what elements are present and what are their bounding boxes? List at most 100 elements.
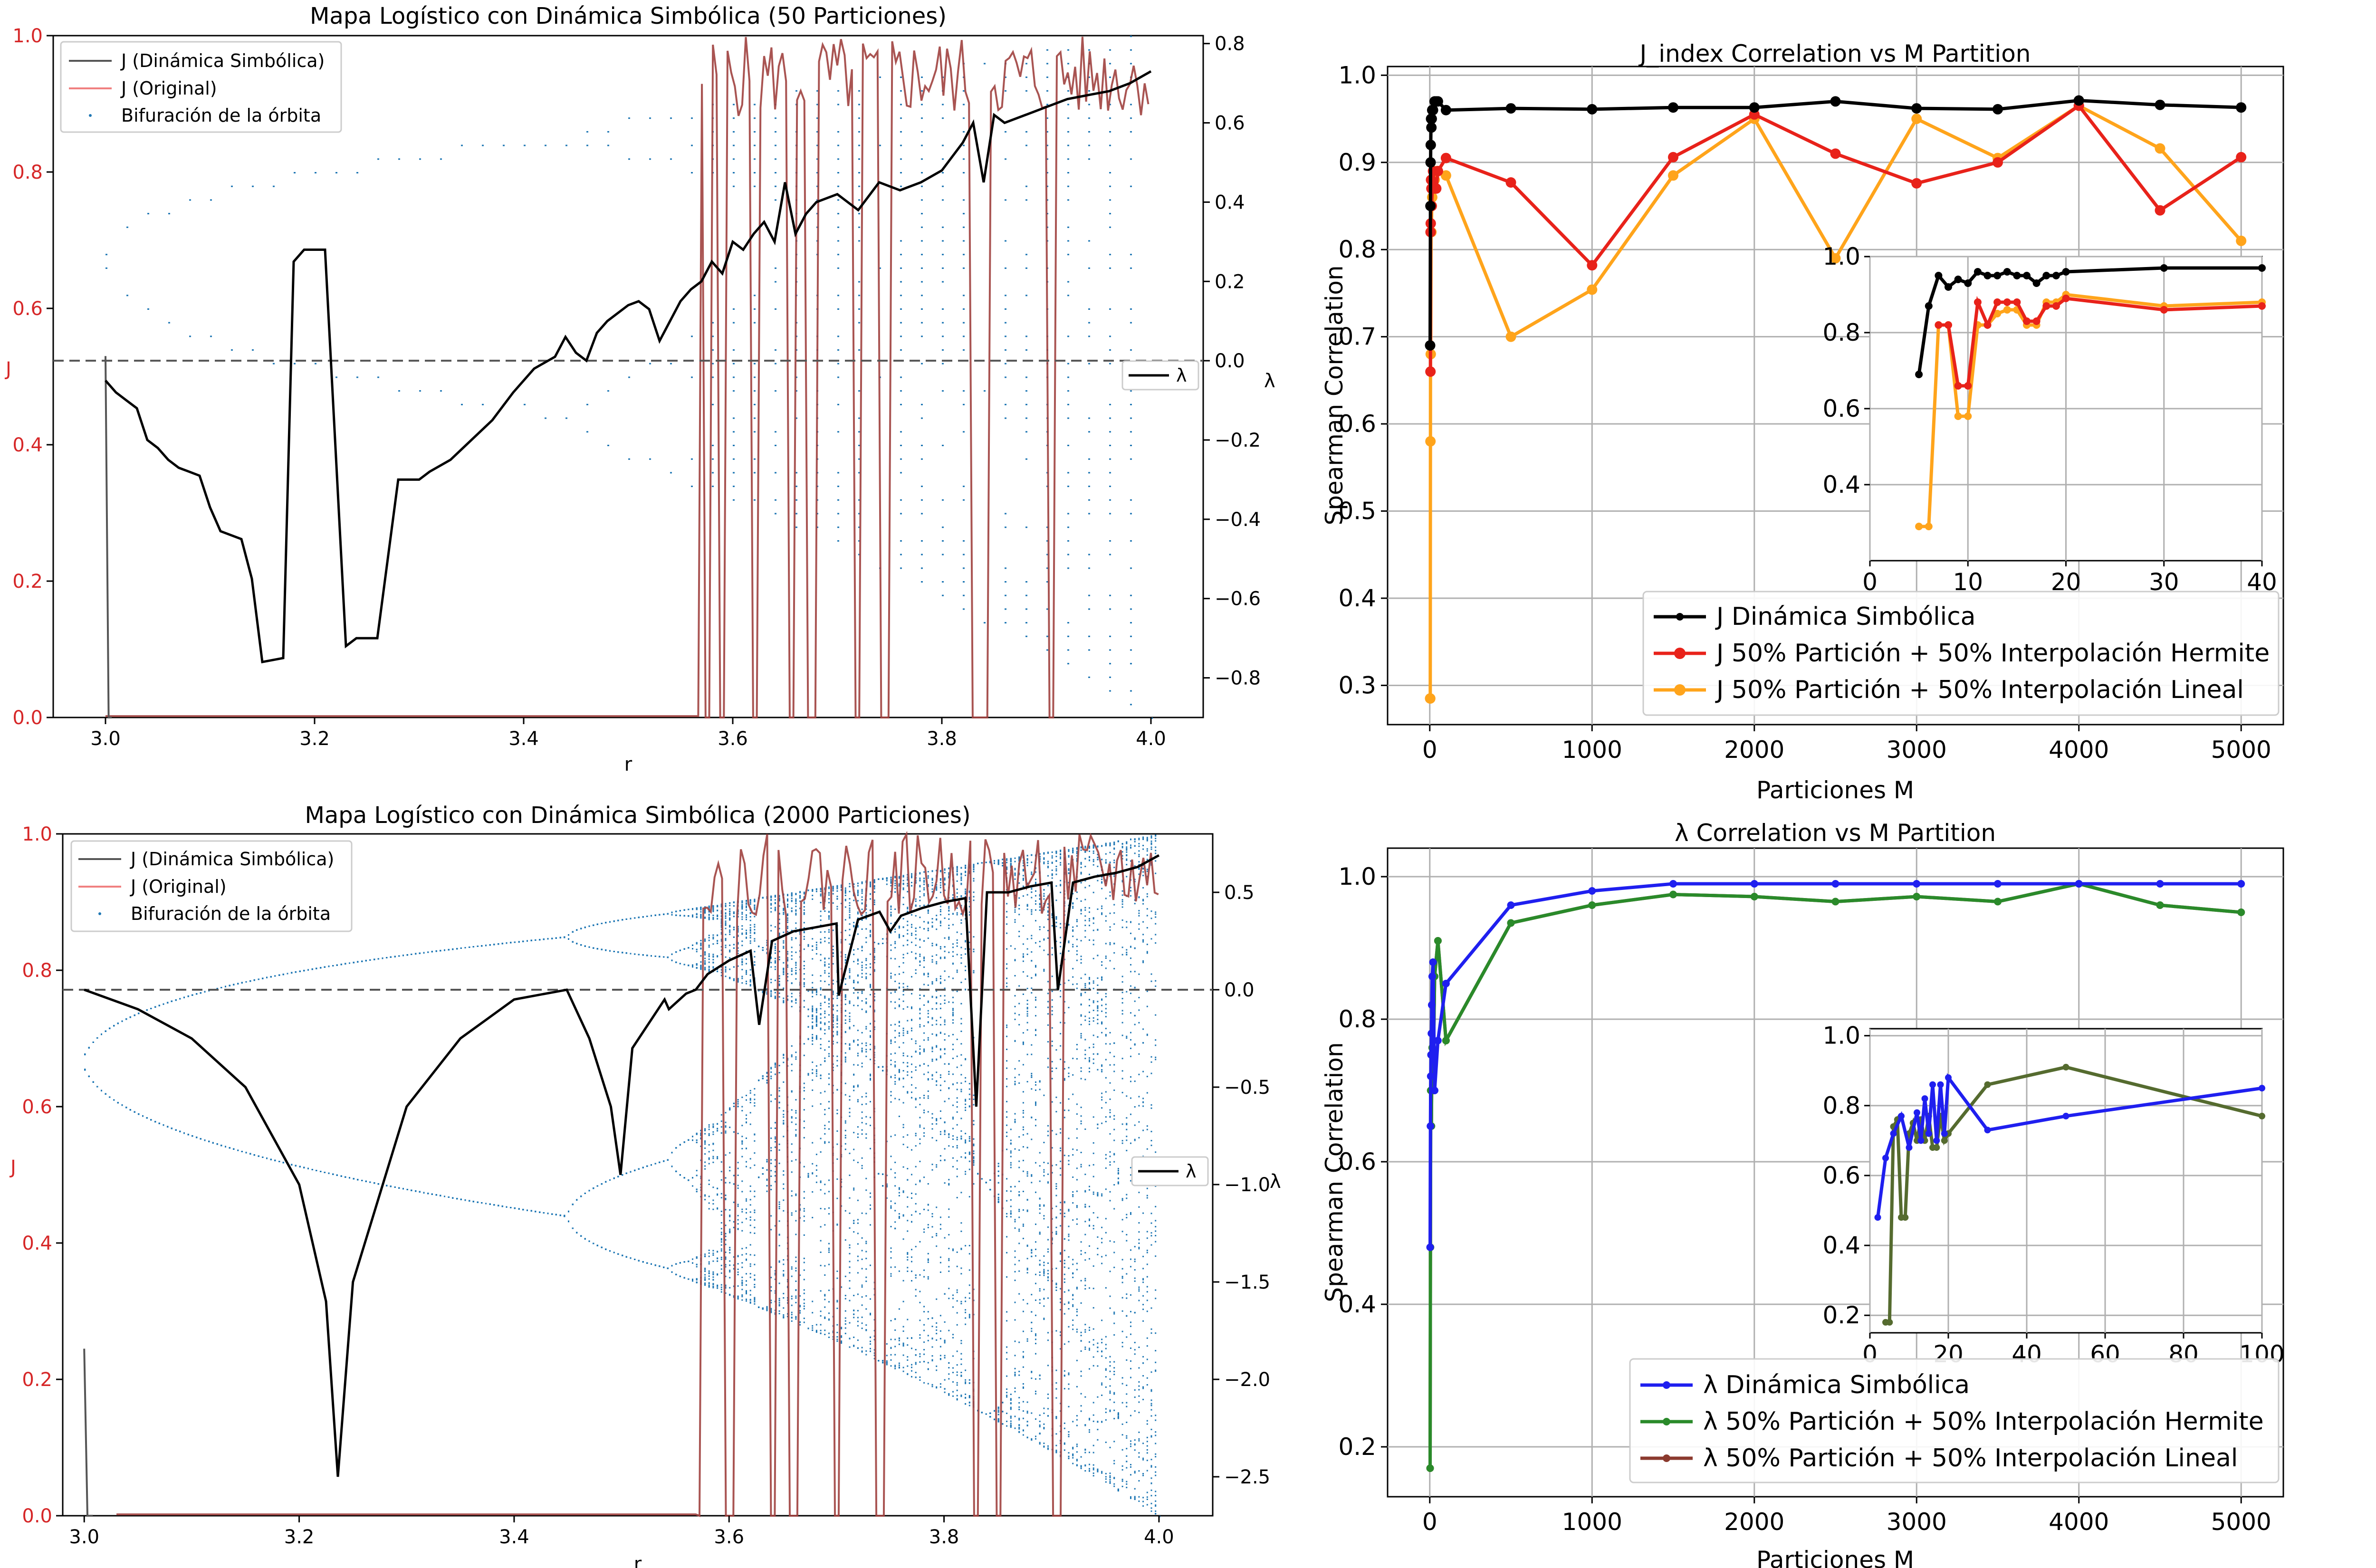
- bifurcation-point: [900, 144, 902, 146]
- bifurcation-point: [733, 390, 735, 392]
- bifurcation-point: [942, 199, 944, 201]
- bifurcation-point: [795, 513, 797, 515]
- bifurcation-point: [754, 472, 756, 474]
- bifurcation-point: [1005, 295, 1006, 296]
- bifurcation-point: [204, 991, 206, 993]
- bifurcation-point: [105, 1030, 106, 1032]
- bifurcation-point: [837, 376, 839, 378]
- bifurcation-point: [1088, 104, 1090, 105]
- bifurcation-point: [154, 1121, 156, 1123]
- bifurcation-point: [524, 144, 526, 146]
- bifurcation-point: [858, 526, 860, 528]
- bifurcation-point: [921, 417, 923, 419]
- bifurcation-point: [921, 199, 923, 201]
- bifurcation-point: [628, 117, 630, 119]
- bifurcation-point: [775, 117, 776, 119]
- bifurcation-point: [1005, 158, 1006, 160]
- bifurcation-point: [315, 172, 316, 173]
- bifurcation-point: [1067, 335, 1069, 337]
- bifurcation-point: [1025, 458, 1027, 460]
- bifurcation-point: [273, 185, 275, 187]
- bifurcation-point: [1067, 635, 1069, 637]
- bifurcation-point: [816, 185, 818, 187]
- bifurcation-point: [299, 970, 301, 972]
- bifurcation-point: [900, 185, 902, 187]
- bifurcation-point: [921, 486, 923, 488]
- bifurcation-point: [795, 376, 797, 378]
- bifurcation-point: [1088, 472, 1090, 474]
- bifurcation-point: [340, 1175, 342, 1177]
- panel-1-lambda-legend-label: λ: [1176, 365, 1187, 386]
- bifurcation-point: [270, 976, 272, 978]
- bifurcation-point: [1046, 567, 1048, 569]
- bifurcation-point: [607, 144, 609, 146]
- bifurcation-point: [524, 403, 526, 405]
- bifurcation-point: [775, 513, 776, 515]
- panel-2-plot-area: [62, 833, 1214, 1517]
- bifurcation-point: [336, 964, 338, 966]
- bifurcation-point: [1067, 376, 1069, 378]
- bifurcation-point: [879, 76, 881, 78]
- bifurcation-point: [816, 131, 818, 133]
- bifurcation-point: [858, 117, 860, 119]
- bifurcation-point: [733, 117, 735, 119]
- bifurcation-point: [291, 972, 293, 974]
- bifurcation-point: [113, 1025, 115, 1027]
- bifurcation-point: [670, 363, 672, 364]
- bifurcation-point: [963, 540, 965, 542]
- bifurcation-point: [150, 1008, 152, 1009]
- bifurcation-point: [754, 308, 756, 310]
- bifurcation-point: [365, 1180, 367, 1182]
- bifurcation-point: [369, 1181, 371, 1183]
- bifurcation-point: [440, 390, 442, 392]
- bifurcation-point: [210, 199, 212, 201]
- bifurcation-point: [1109, 131, 1111, 133]
- bifurcation-point: [858, 131, 860, 133]
- bifurcation-point: [1025, 594, 1027, 596]
- bifurcation-point: [220, 987, 222, 988]
- bifurcation-point: [1088, 431, 1090, 433]
- bifurcation-point: [183, 996, 185, 998]
- bifurcation-point: [963, 594, 965, 596]
- bifurcation-point: [858, 172, 860, 173]
- bifurcation-point: [1109, 49, 1111, 51]
- bifurcation-point: [942, 281, 944, 283]
- bifurcation-point: [942, 540, 944, 542]
- bifurcation-point: [1067, 49, 1069, 51]
- bifurcation-point: [353, 1178, 354, 1180]
- bifurcation-point: [921, 158, 923, 160]
- bifurcation-point: [1130, 322, 1132, 324]
- bifurcation-point: [942, 363, 944, 364]
- bifurcation-point: [125, 1107, 127, 1109]
- bifurcation-point: [1109, 608, 1111, 610]
- bifurcation-point: [795, 472, 797, 474]
- bifurcation-point: [775, 431, 776, 433]
- bifurcation-point: [1025, 622, 1027, 624]
- bifurcation-point: [1130, 649, 1132, 651]
- bifurcation-point: [837, 540, 839, 542]
- bifurcation-point: [147, 213, 149, 215]
- bifurcation-point: [168, 213, 170, 215]
- bifurcation-point: [1025, 295, 1027, 296]
- bifurcation-point: [900, 554, 902, 555]
- bifurcation-point: [1130, 185, 1132, 187]
- bifurcation-point: [1005, 567, 1006, 569]
- bifurcation-point: [1088, 567, 1090, 569]
- bifurcation-point: [1046, 131, 1048, 133]
- bifurcation-point: [307, 1167, 309, 1169]
- bifurcation-point: [1046, 608, 1048, 610]
- bifurcation-point: [900, 567, 902, 569]
- bifurcation-point: [900, 295, 902, 296]
- y-tick-label: 0.0: [12, 707, 43, 729]
- bifurcation-point: [1130, 458, 1132, 460]
- bifurcation-point: [858, 185, 860, 187]
- bifurcation-point: [1109, 431, 1111, 433]
- bifurcation-point: [858, 226, 860, 228]
- bifurcation-point: [942, 581, 944, 583]
- bifurcation-point: [109, 1027, 111, 1029]
- bifurcation-point: [1005, 376, 1006, 378]
- bifurcation-point: [1109, 676, 1111, 678]
- bifurcation-point: [1025, 131, 1027, 133]
- bifurcation-point: [1109, 635, 1111, 637]
- bifurcation-point: [1025, 185, 1027, 187]
